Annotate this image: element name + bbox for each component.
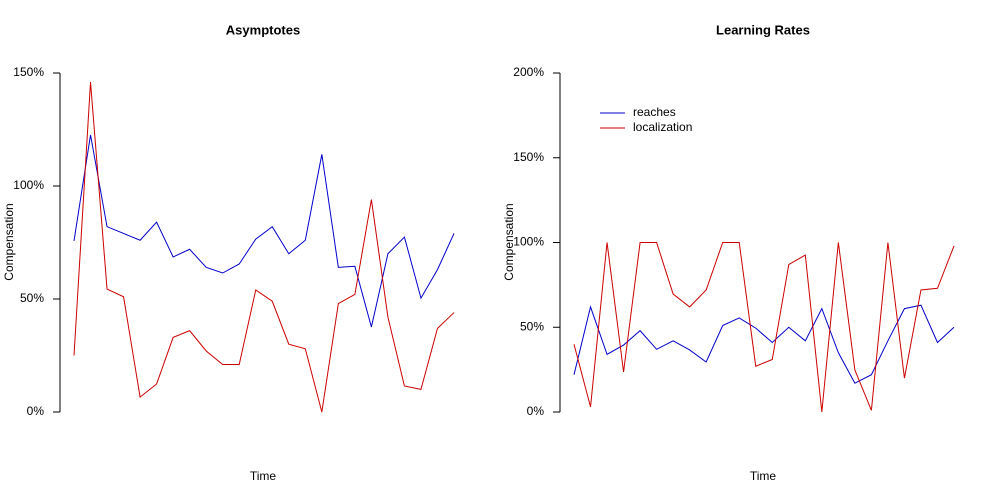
y-tick-label: 50% [520,319,544,333]
legend-label: reaches [633,105,676,119]
line-series [573,242,955,413]
y-tick-label: 150% [513,150,544,164]
line-series [73,134,455,328]
y-tick-label: 150% [13,65,44,79]
y-axis-label: Compensation [502,203,516,280]
y-tick-label: 0% [527,404,545,418]
y-tick-label: 100% [513,235,544,249]
line-series [573,304,955,384]
y-tick-label: 100% [13,178,44,192]
x-axis-label: Time [750,469,777,483]
y-tick-label: 0% [27,404,45,418]
x-axis-label: Time [250,469,277,483]
legend-label: localization [633,120,692,134]
y-axis-label: Compensation [2,203,16,280]
line-series [73,82,455,413]
chart-title: Learning Rates [716,22,810,37]
chart-title: Asymptotes [226,22,300,37]
y-tick-label: 200% [513,65,544,79]
y-tick-label: 50% [20,291,44,305]
